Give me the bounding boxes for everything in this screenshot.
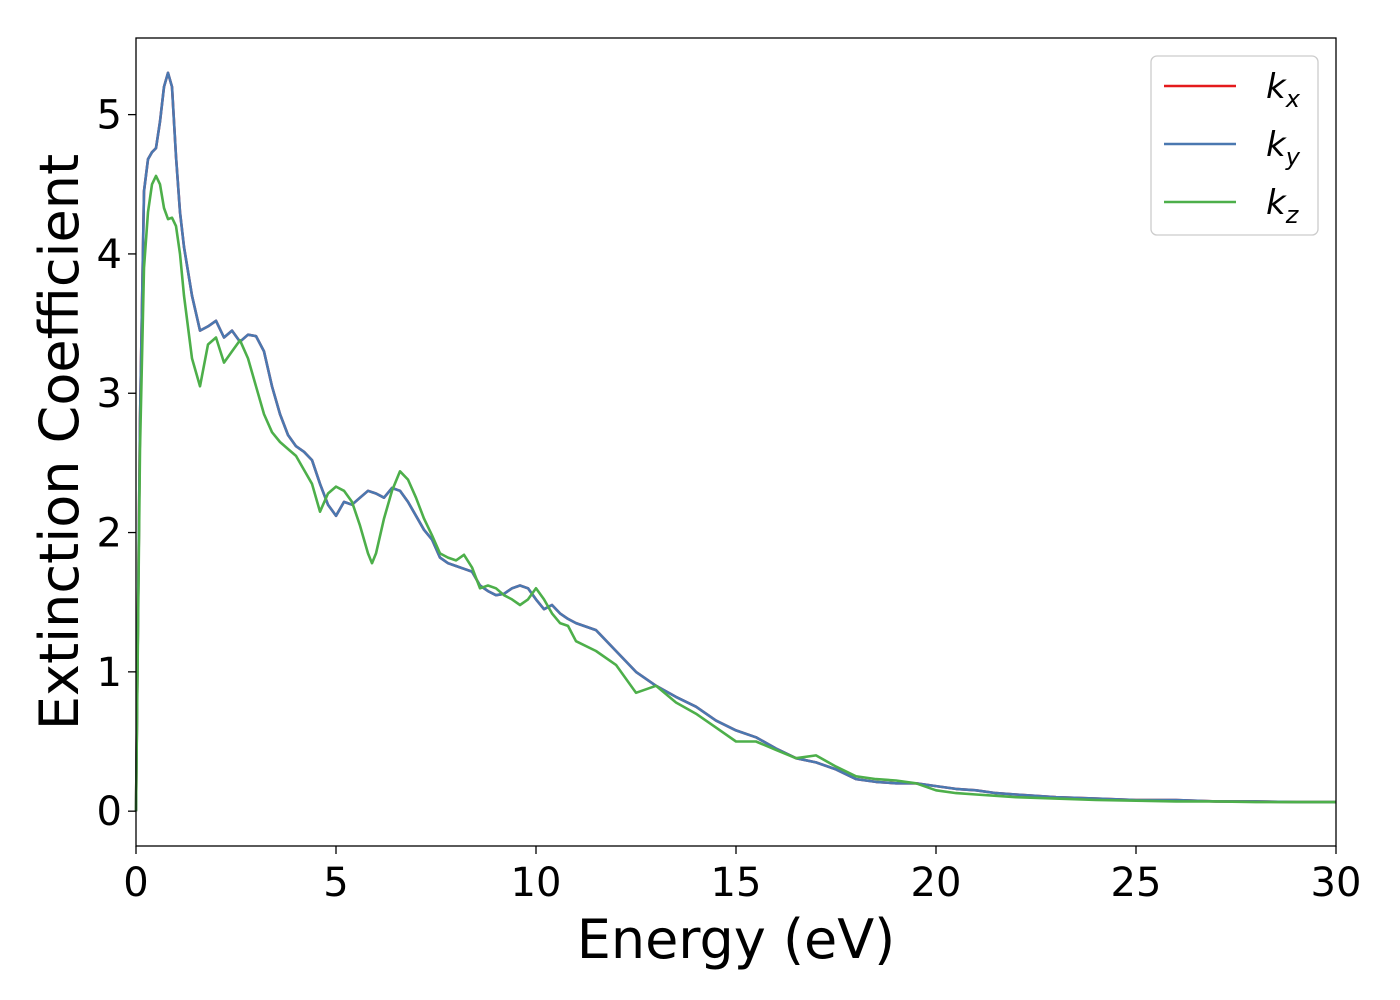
x-tick-label: 15	[711, 860, 762, 906]
x-tick-label: 30	[1311, 860, 1362, 906]
x-tick-label: 0	[123, 860, 148, 906]
x-tick-label: 5	[323, 860, 348, 906]
y-tick-label: 1	[97, 650, 122, 696]
legend-label-subscript: y	[1285, 143, 1301, 171]
y-tick-label: 0	[97, 789, 122, 835]
y-tick-label: 3	[97, 371, 122, 417]
legend-label-subscript: x	[1285, 85, 1301, 113]
legend-box	[1150, 55, 1319, 236]
series-line-kz	[134, 174, 1336, 812]
y-tick-label: 5	[97, 93, 122, 139]
legend-label: ky	[1266, 125, 1301, 171]
x-tick-label: 25	[1111, 860, 1162, 906]
y-tick-label: 2	[97, 511, 122, 557]
legend-label-base: k	[1266, 67, 1287, 107]
x-tick-label: 20	[911, 860, 962, 906]
legend-label-subscript: z	[1285, 201, 1300, 229]
series-line-ky	[134, 71, 1336, 812]
x-axis-label: Energy (eV)	[577, 908, 896, 971]
x-axis-ticks: 0 5 10 15 20 25 30	[123, 846, 1361, 906]
plot-frame	[135, 37, 1337, 847]
legend-label-base: k	[1266, 183, 1287, 223]
x-tick-label: 10	[511, 860, 562, 906]
legend-label: kz	[1266, 183, 1300, 229]
y-tick-label: 4	[97, 232, 122, 278]
series-layer	[134, 71, 1336, 812]
legend-label: kx	[1266, 67, 1301, 113]
y-axis-ticks: 0 1 2 3 4 5	[97, 93, 136, 835]
legend-label-base: k	[1266, 125, 1287, 165]
y-axis-label: Extinction Coefficient	[28, 154, 91, 730]
